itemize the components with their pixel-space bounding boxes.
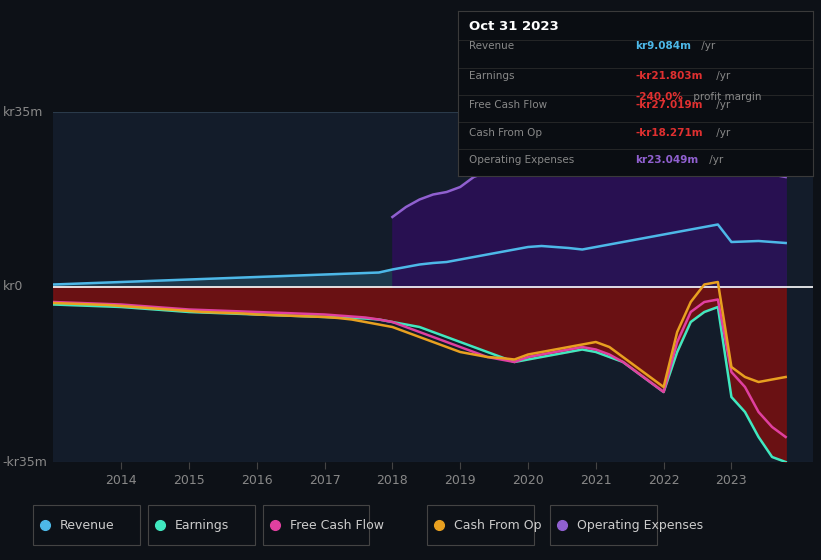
Text: Free Cash Flow: Free Cash Flow <box>469 100 547 110</box>
Text: /yr: /yr <box>706 155 723 165</box>
Text: /yr: /yr <box>698 41 715 51</box>
Text: kr0: kr0 <box>2 281 23 293</box>
Text: Earnings: Earnings <box>175 519 229 531</box>
Text: Revenue: Revenue <box>469 41 514 51</box>
Text: kr23.049m: kr23.049m <box>635 155 699 165</box>
Text: -kr21.803m: -kr21.803m <box>635 72 703 82</box>
Text: -kr18.271m: -kr18.271m <box>635 128 703 138</box>
Text: -240.0%: -240.0% <box>635 92 683 102</box>
Text: Oct 31 2023: Oct 31 2023 <box>469 20 558 33</box>
Text: profit margin: profit margin <box>690 92 762 102</box>
Text: kr35m: kr35m <box>2 105 43 119</box>
Text: Free Cash Flow: Free Cash Flow <box>290 519 383 531</box>
Text: kr9.084m: kr9.084m <box>635 41 691 51</box>
Text: Cash From Op: Cash From Op <box>454 519 542 531</box>
Text: -kr27.019m: -kr27.019m <box>635 100 703 110</box>
Text: Operating Expenses: Operating Expenses <box>577 519 704 531</box>
Text: Revenue: Revenue <box>60 519 115 531</box>
Text: Earnings: Earnings <box>469 72 514 82</box>
Text: /yr: /yr <box>713 128 731 138</box>
Text: -kr35m: -kr35m <box>2 455 48 469</box>
Text: Operating Expenses: Operating Expenses <box>469 155 574 165</box>
Text: /yr: /yr <box>713 72 731 82</box>
Text: Cash From Op: Cash From Op <box>469 128 542 138</box>
Text: /yr: /yr <box>713 100 731 110</box>
